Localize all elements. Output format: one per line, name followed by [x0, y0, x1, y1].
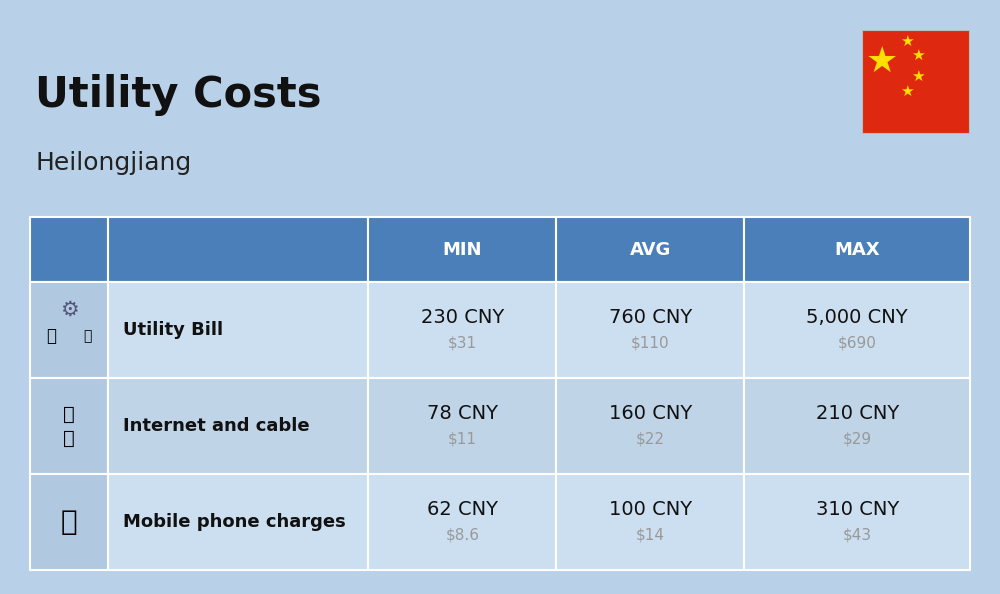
Text: 160 CNY: 160 CNY [609, 404, 692, 423]
Text: 📦: 📦 [83, 329, 91, 343]
Text: $690: $690 [838, 336, 877, 351]
Text: 5,000 CNY: 5,000 CNY [806, 308, 908, 327]
Text: ★: ★ [911, 69, 925, 84]
Text: $8.6: $8.6 [445, 528, 479, 543]
Text: Heilongjiang: Heilongjiang [35, 151, 191, 175]
Text: $11: $11 [448, 432, 477, 447]
Text: ★: ★ [900, 84, 914, 99]
Text: 🔌: 🔌 [46, 327, 56, 345]
Text: $29: $29 [843, 432, 872, 447]
Text: ★: ★ [911, 48, 925, 63]
FancyBboxPatch shape [862, 30, 970, 134]
Text: ★: ★ [900, 34, 914, 49]
Text: ⚙: ⚙ [60, 299, 78, 320]
Text: ★: ★ [866, 45, 898, 79]
Text: 62 CNY: 62 CNY [427, 500, 498, 519]
Text: 📱: 📱 [61, 508, 77, 536]
Text: AVG: AVG [630, 241, 671, 258]
Text: Mobile phone charges: Mobile phone charges [123, 513, 346, 531]
Text: 310 CNY: 310 CNY [816, 500, 899, 519]
Text: 230 CNY: 230 CNY [421, 308, 504, 327]
Text: $22: $22 [636, 432, 665, 447]
Text: 78 CNY: 78 CNY [427, 404, 498, 423]
Text: 🖨: 🖨 [63, 429, 75, 448]
Text: 📶: 📶 [63, 405, 75, 424]
Text: MIN: MIN [443, 241, 482, 258]
Text: $31: $31 [448, 336, 477, 351]
Text: $14: $14 [636, 528, 665, 543]
Text: 760 CNY: 760 CNY [609, 308, 692, 327]
Text: MAX: MAX [834, 241, 880, 258]
Text: $43: $43 [843, 528, 872, 543]
Text: 100 CNY: 100 CNY [609, 500, 692, 519]
Text: Utility Costs: Utility Costs [35, 74, 322, 116]
Text: Utility Bill: Utility Bill [123, 321, 223, 339]
Text: $110: $110 [631, 336, 670, 351]
Text: 210 CNY: 210 CNY [816, 404, 899, 423]
Text: Internet and cable: Internet and cable [123, 417, 310, 435]
